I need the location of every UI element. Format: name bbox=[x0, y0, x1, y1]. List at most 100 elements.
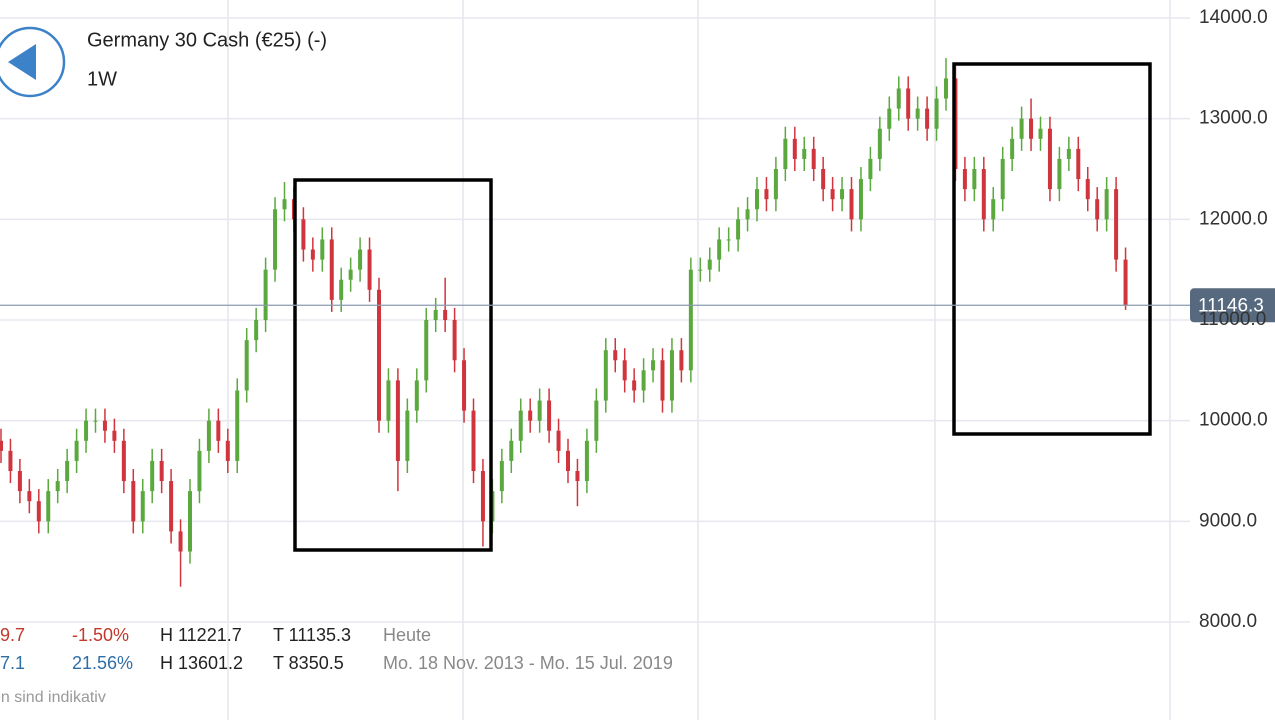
candle-body bbox=[46, 491, 51, 522]
highlight-box bbox=[293, 178, 493, 552]
candle-body bbox=[632, 380, 637, 391]
candle-body bbox=[405, 410, 410, 461]
candle-body bbox=[594, 400, 599, 441]
stat-text: H 13601.2 bbox=[160, 653, 243, 673]
candle-body bbox=[726, 239, 731, 241]
candle-body bbox=[537, 400, 542, 421]
candle-body bbox=[1066, 148, 1071, 159]
y-tick-label: 9000.0 bbox=[1199, 510, 1257, 531]
candle-body bbox=[65, 460, 70, 482]
candle-body bbox=[528, 410, 533, 421]
candle-body bbox=[991, 199, 996, 220]
candle-body bbox=[1010, 138, 1015, 159]
overlay: 11146.3 bbox=[0, 288, 1275, 323]
candle-body bbox=[1000, 158, 1005, 200]
candle-body bbox=[745, 209, 750, 220]
candle-body bbox=[386, 380, 391, 421]
candle-body bbox=[169, 481, 174, 532]
candle-body bbox=[310, 249, 315, 260]
candle-body bbox=[197, 450, 202, 492]
candle-body bbox=[688, 269, 693, 371]
candle-body bbox=[367, 249, 372, 290]
candle-body bbox=[74, 440, 79, 461]
candle-body bbox=[509, 440, 514, 461]
candle-body bbox=[717, 239, 722, 260]
candle-body bbox=[792, 138, 797, 159]
y-tick-label: 11000.0 bbox=[1199, 309, 1266, 330]
candle-body bbox=[55, 481, 60, 492]
candle-body bbox=[225, 440, 230, 461]
candle-body bbox=[773, 169, 778, 200]
candle-body bbox=[1123, 259, 1128, 306]
candle-body bbox=[858, 179, 863, 220]
candle-body bbox=[1047, 128, 1052, 190]
candle-body bbox=[1114, 189, 1119, 260]
back-button[interactable] bbox=[0, 26, 66, 98]
candle-body bbox=[84, 420, 89, 441]
candle-body bbox=[102, 420, 107, 431]
candle-body bbox=[1029, 118, 1034, 139]
candle-body bbox=[1019, 118, 1024, 139]
candle-body bbox=[840, 189, 845, 200]
candle-body bbox=[736, 219, 741, 240]
candles bbox=[0, 58, 1128, 587]
candle-body bbox=[471, 410, 476, 471]
candle-body bbox=[159, 460, 164, 482]
date-grid bbox=[227, 0, 1171, 720]
stat-text: 39.7 bbox=[0, 625, 25, 645]
candle-body bbox=[140, 491, 145, 522]
candle-body bbox=[783, 138, 788, 169]
stat-text: T 8350.5 bbox=[273, 653, 344, 673]
candle-body bbox=[348, 269, 353, 280]
candle-body bbox=[887, 108, 892, 129]
y-tick-label: 13000.0 bbox=[1199, 108, 1268, 129]
candle-body bbox=[150, 460, 155, 492]
stat-text: Heute bbox=[383, 625, 431, 645]
candle-body bbox=[821, 169, 826, 190]
candle-body bbox=[121, 440, 126, 482]
stat-text: 21.56% bbox=[72, 653, 133, 673]
candle-body bbox=[424, 320, 429, 381]
candle-body bbox=[575, 471, 580, 482]
chart-title: Germany 30 Cash (€25) (-) bbox=[87, 29, 327, 51]
candle-body bbox=[1076, 148, 1081, 180]
candle-body bbox=[925, 108, 930, 129]
stat-text: H 11221.7 bbox=[160, 625, 242, 645]
candle-body bbox=[244, 340, 249, 391]
candle-body bbox=[566, 450, 570, 471]
candle-body bbox=[603, 350, 608, 401]
candle-body bbox=[273, 209, 278, 270]
candle-body bbox=[547, 400, 552, 431]
candle-body bbox=[584, 440, 589, 482]
stat-text: -1.50% bbox=[72, 625, 129, 645]
y-tick-label: 10000.0 bbox=[1199, 410, 1268, 431]
candle-body bbox=[698, 269, 703, 271]
candle-body bbox=[972, 169, 977, 190]
back-arrow[interactable] bbox=[8, 44, 36, 80]
candle-body bbox=[707, 259, 712, 270]
candle-body bbox=[443, 309, 448, 320]
candle-body bbox=[93, 420, 98, 422]
candle-body bbox=[896, 88, 901, 109]
candle-body bbox=[178, 531, 183, 552]
candle-body bbox=[320, 239, 325, 260]
candle-body bbox=[906, 88, 911, 119]
candle-body bbox=[377, 289, 381, 421]
grid bbox=[0, 17, 1190, 623]
footnote: en sind indikativ bbox=[0, 689, 106, 706]
candle-body bbox=[339, 279, 344, 300]
candle-body bbox=[358, 249, 363, 270]
candle-body bbox=[518, 410, 523, 441]
candle-body bbox=[414, 380, 419, 411]
candle-body bbox=[962, 169, 967, 190]
stat-text: Mo. 18 Nov. 2013 - Mo. 15 Jul. 2019 bbox=[383, 653, 673, 673]
candle-body bbox=[660, 360, 665, 401]
candle-body bbox=[556, 430, 561, 451]
candle-body bbox=[329, 239, 334, 300]
candle-body bbox=[8, 450, 13, 471]
current-price-box bbox=[1190, 288, 1275, 323]
candle-body bbox=[0, 440, 3, 451]
current-price-label: 11146.3 bbox=[1198, 295, 1264, 316]
